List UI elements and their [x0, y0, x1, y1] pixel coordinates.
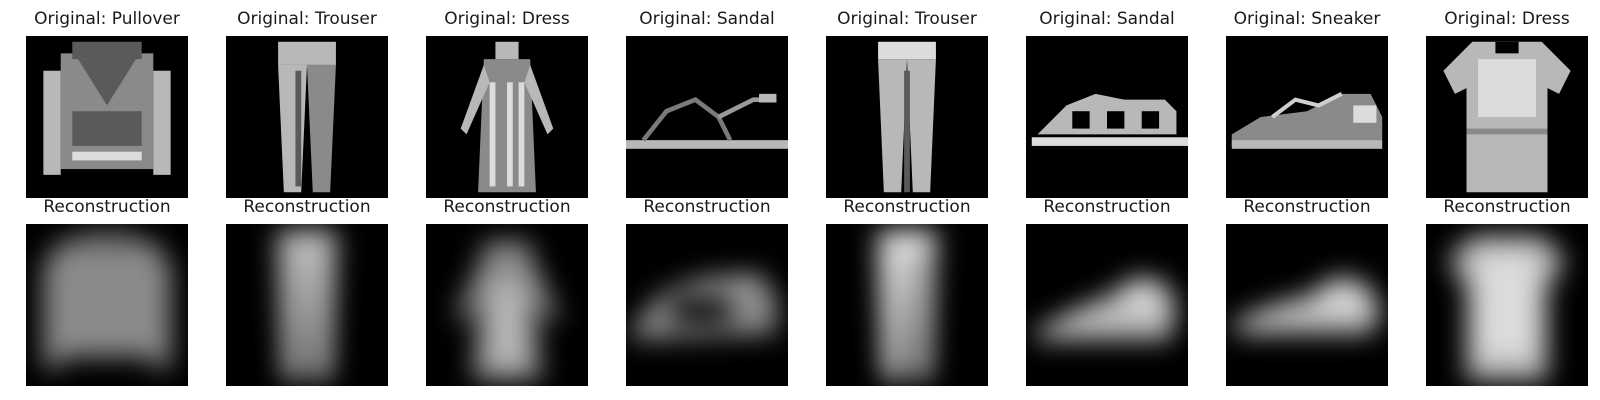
original-title: Original: Sneaker — [1233, 9, 1381, 29]
original-image-dress — [1426, 36, 1588, 198]
original-image-trouser — [226, 36, 388, 198]
original-image-dress — [426, 36, 588, 198]
reconstruction-image-pullover — [26, 224, 188, 386]
original-image-sneaker — [1226, 36, 1388, 198]
original-image-trouser — [826, 36, 988, 198]
reconstruction-title: Reconstruction — [43, 197, 171, 217]
original-title: Original: Dress — [444, 9, 570, 29]
original-title: Original: Sandal — [1039, 9, 1175, 29]
original-title: Original: Trouser — [837, 9, 977, 29]
original-title: Original: Sandal — [639, 9, 775, 29]
reconstruction-image-dress — [1426, 224, 1588, 386]
reconstruction-title: Reconstruction — [643, 197, 771, 217]
original-image-sandal — [1026, 36, 1188, 198]
reconstruction-title: Reconstruction — [443, 197, 571, 217]
reconstruction-image-sneaker — [1226, 224, 1388, 386]
reconstruction-title: Reconstruction — [243, 197, 371, 217]
reconstruction-image-dress — [426, 224, 588, 386]
reconstruction-title: Reconstruction — [1243, 197, 1371, 217]
reconstruction-image-trouser — [226, 224, 388, 386]
reconstruction-image-sandal — [626, 224, 788, 386]
reconstruction-image-trouser — [826, 224, 988, 386]
original-image-sandal — [626, 36, 788, 198]
original-title: Original: Pullover — [34, 9, 180, 29]
reconstruction-title: Reconstruction — [843, 197, 971, 217]
original-image-pullover — [26, 36, 188, 198]
original-title: Original: Dress — [1444, 9, 1570, 29]
reconstruction-title: Reconstruction — [1443, 197, 1571, 217]
original-title: Original: Trouser — [237, 9, 377, 29]
reconstruction-title: Reconstruction — [1043, 197, 1171, 217]
reconstruction-image-sandal — [1026, 224, 1188, 386]
